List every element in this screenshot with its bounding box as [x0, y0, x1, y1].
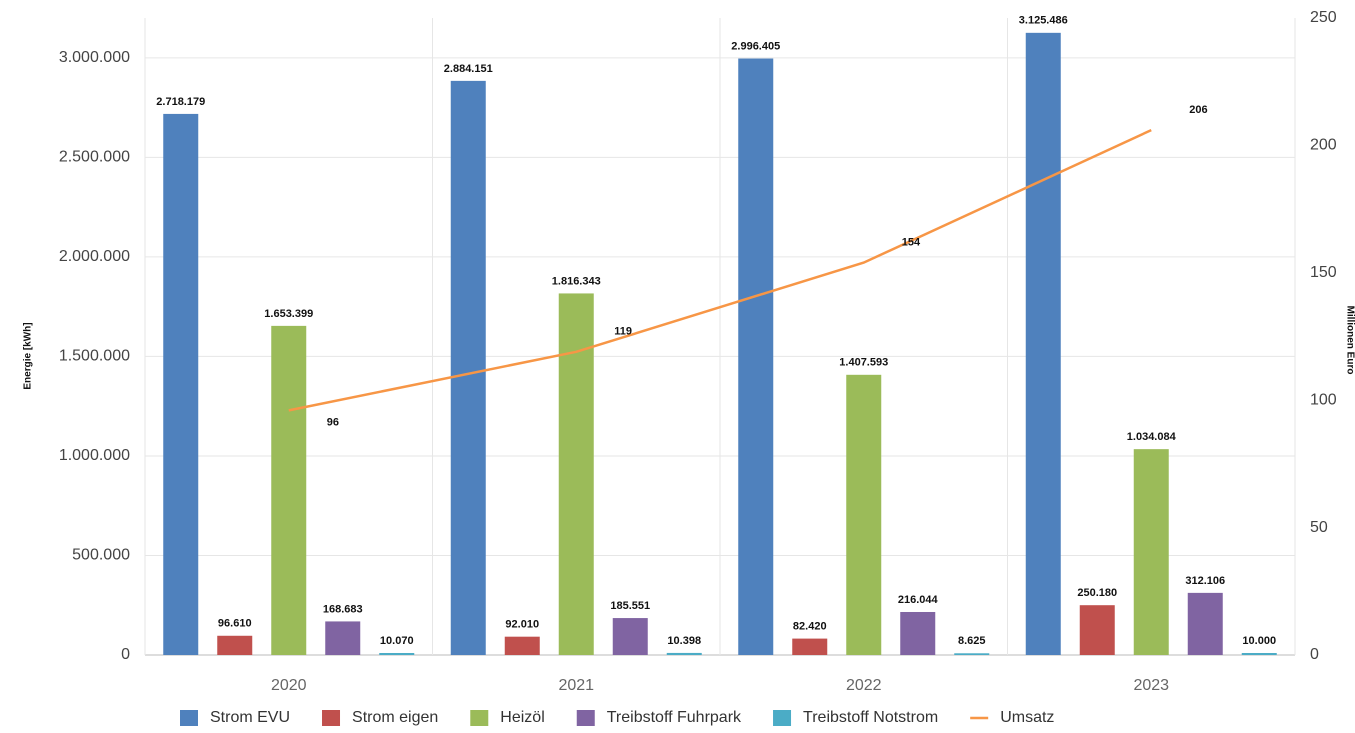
bar [450, 80, 486, 656]
value-label: 1.407.593 [839, 357, 888, 369]
legend-label: Strom EVU [210, 709, 290, 726]
value-label: 92.010 [505, 619, 539, 631]
bar [271, 325, 307, 655]
value-label: 250.180 [1077, 587, 1117, 599]
x-tick-label: 2020 [271, 677, 307, 694]
value-label: 96 [327, 416, 339, 428]
value-label: 10.398 [667, 635, 701, 647]
bar [1133, 449, 1169, 655]
bar [954, 653, 990, 655]
value-label: 312.106 [1185, 575, 1225, 587]
legend-swatch [180, 710, 198, 726]
legend-label: Umsatz [1000, 709, 1054, 726]
legend-label: Heizöl [500, 709, 544, 726]
bar [163, 113, 199, 656]
value-label: 206 [1189, 104, 1207, 116]
bar [612, 618, 648, 655]
bar [217, 635, 253, 655]
value-label: 168.683 [323, 603, 363, 615]
bar [792, 638, 828, 655]
value-label: 2.996.405 [731, 40, 780, 52]
y2-tick-label: 200 [1310, 137, 1337, 154]
y-tick-label: 1.000.000 [59, 447, 130, 464]
bar [504, 636, 540, 655]
y2-tick-label: 0 [1310, 646, 1319, 663]
value-label: 185.551 [610, 600, 650, 612]
x-tick-label: 2023 [1133, 677, 1169, 694]
x-tick-label: 2022 [846, 677, 882, 694]
value-label: 82.420 [793, 620, 827, 632]
bar [666, 652, 702, 655]
y2-tick-label: 100 [1310, 391, 1337, 408]
y2-axis-title: Millionen Euro [1344, 306, 1355, 375]
bar [738, 58, 774, 655]
y-tick-label: 2.000.000 [59, 248, 130, 265]
y2-tick-label: 50 [1310, 519, 1328, 536]
y-axis-title: Energie [kWh] [23, 322, 34, 389]
legend-swatch [470, 710, 489, 726]
y2-tick-label: 250 [1310, 9, 1337, 26]
y-tick-label: 2.500.000 [59, 149, 130, 166]
y-tick-label: 3.000.000 [59, 49, 130, 66]
value-label: 10.000 [1242, 635, 1276, 647]
value-label: 1.816.343 [552, 275, 601, 287]
bar [846, 374, 882, 655]
value-label: 2.718.179 [156, 96, 205, 108]
bar [900, 611, 936, 655]
line [288, 128, 1152, 412]
value-label: 1.034.084 [1127, 431, 1177, 443]
bar [1025, 32, 1061, 655]
legend-label: Treibstoff Notstrom [803, 709, 938, 726]
value-label: 1.653.399 [264, 308, 313, 320]
y2-tick-label: 150 [1310, 264, 1337, 281]
x-tick-label: 2021 [558, 677, 594, 694]
value-label: 216.044 [898, 594, 939, 606]
value-label: 96.610 [218, 618, 252, 630]
legend-swatch [773, 710, 792, 726]
bar [1241, 653, 1277, 655]
value-label: 2.884.151 [444, 63, 493, 75]
y-tick-label: 500.000 [72, 547, 130, 564]
value-label: 154 [902, 237, 921, 249]
legend-label: Treibstoff Fuhrpark [607, 709, 742, 726]
y-tick-label: 0 [121, 646, 130, 663]
legend-swatch [576, 710, 595, 726]
value-label: 8.625 [958, 635, 986, 647]
bar [379, 652, 415, 655]
value-label: 10.070 [380, 635, 414, 647]
y-tick-label: 1.500.000 [59, 348, 130, 365]
bar [325, 621, 361, 655]
bar [1187, 592, 1223, 655]
legend-swatch [322, 710, 341, 726]
value-label: 3.125.486 [1019, 15, 1068, 27]
legend-label: Strom eigen [352, 709, 438, 726]
value-label: 119 [614, 326, 632, 338]
bar [1079, 605, 1115, 655]
